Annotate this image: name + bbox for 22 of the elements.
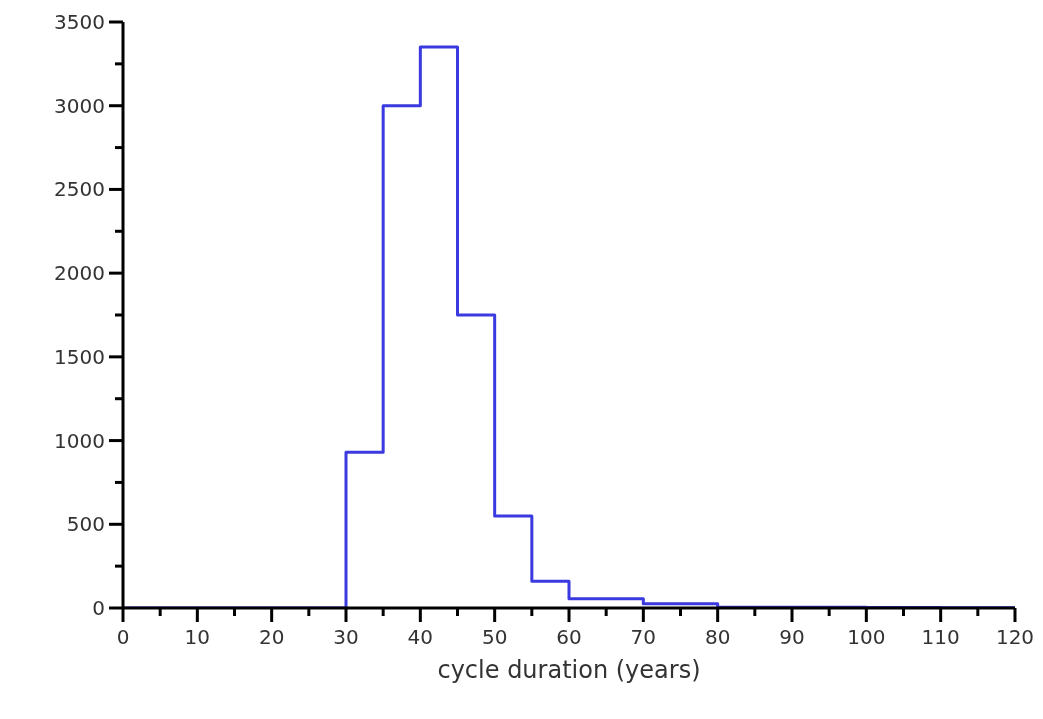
x-tick-label: 90 — [779, 625, 805, 649]
x-tick-label: 60 — [556, 625, 582, 649]
x-tick-label: 80 — [704, 625, 731, 649]
y-tick-label: 1500 — [54, 344, 105, 369]
y-tick-label: 500 — [66, 512, 105, 537]
x-tick-label: 40 — [407, 625, 434, 649]
x-tick-label: 70 — [630, 625, 657, 649]
y-tick-label: 3500 — [54, 10, 105, 34]
x-tick-label: 10 — [184, 625, 211, 649]
y-tick-label: 2500 — [54, 177, 105, 202]
y-tick-label: 3000 — [54, 93, 105, 118]
x-axis-title: cycle duration (years) — [437, 656, 701, 684]
x-tick-label: 50 — [481, 625, 508, 649]
y-tick-label: 0 — [92, 596, 105, 620]
x-tick-label: 30 — [333, 625, 359, 649]
y-tick-label: 1000 — [54, 428, 105, 453]
y-tick-label: 2000 — [54, 261, 105, 286]
x-tick-label: 120 — [995, 625, 1035, 649]
x-tick-label: 100 — [847, 625, 886, 649]
x-tick-label: 20 — [258, 625, 285, 649]
x-tick-label: 110 — [921, 625, 960, 649]
x-tick-label: 0 — [116, 625, 130, 649]
